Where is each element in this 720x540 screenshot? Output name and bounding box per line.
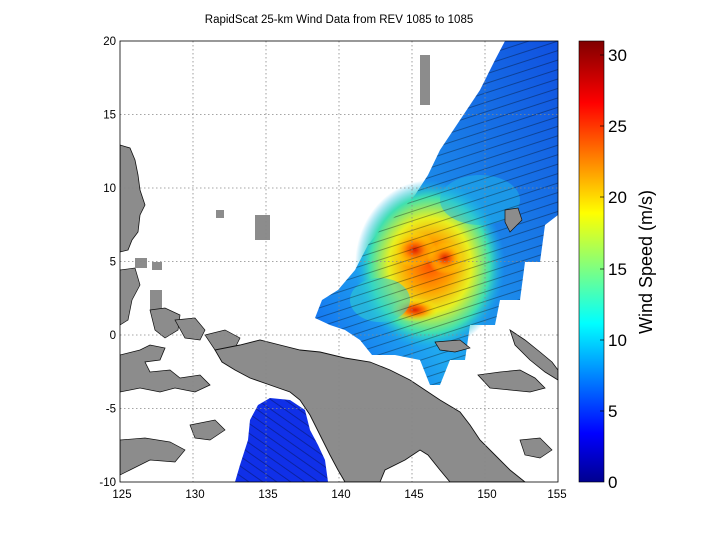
x-tick-label: 150 <box>477 489 496 501</box>
x-tick-label: 145 <box>404 489 423 501</box>
y-axis: 20 15 10 5 0 -5 -10 <box>99 36 116 489</box>
colorbar-tick: 0 <box>608 473 617 492</box>
x-tick-label: 125 <box>112 489 131 501</box>
chart-title: RapidScat 25-km Wind Data from REV 1085 … <box>204 14 474 26</box>
land-palau <box>255 215 270 240</box>
y-tick-label: -10 <box>99 477 116 489</box>
y-tick-label: -5 <box>106 404 116 416</box>
y-tick-label: 20 <box>103 36 116 48</box>
map-content <box>120 41 558 482</box>
x-tick-label: 135 <box>258 489 277 501</box>
grid-lines <box>120 41 558 482</box>
land-philippines <box>120 144 146 253</box>
colorbar-gradient <box>578 40 605 483</box>
land-marianas <box>420 55 430 105</box>
colorbar-tick: 10 <box>608 331 627 350</box>
y-tick-label: 5 <box>110 257 116 269</box>
x-tick-label: 140 <box>331 489 350 501</box>
y-tick-label: 10 <box>103 183 116 195</box>
x-tick-label: 130 <box>185 489 204 501</box>
colorbar-tick: 5 <box>608 402 617 421</box>
x-tick-label: 155 <box>547 489 566 501</box>
wind-vectors-northeast <box>315 41 558 385</box>
land-new-britain <box>477 369 546 393</box>
colorbar: 0 5 10 15 20 25 30 Wind Speed (m/s) <box>578 40 656 492</box>
colorbar-tick: 15 <box>608 260 627 279</box>
colorbar-label: Wind Speed (m/s) <box>636 190 656 334</box>
colorbar-tick: 20 <box>608 188 627 207</box>
x-axis: 125 130 135 140 145 150 155 <box>112 489 566 501</box>
axes-frame <box>119 40 559 483</box>
land-indonesia <box>120 344 211 393</box>
y-tick-label: 0 <box>110 330 116 342</box>
land-new-guinea <box>214 339 526 482</box>
colorbar-tick: 30 <box>608 46 627 65</box>
land-manus <box>434 339 471 353</box>
colorbar-tick: 25 <box>608 117 627 136</box>
y-tick-label: 15 <box>103 110 116 122</box>
